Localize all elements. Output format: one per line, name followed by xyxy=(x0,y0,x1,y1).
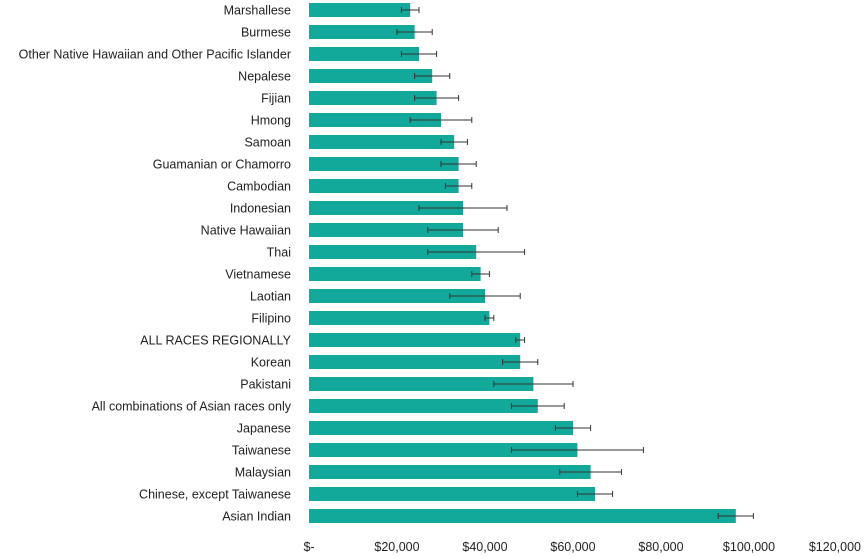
bar xyxy=(309,289,485,303)
category-label: Malaysian xyxy=(235,466,291,480)
error-bar xyxy=(515,337,526,343)
error-bar xyxy=(510,403,565,409)
error-bar xyxy=(510,447,644,453)
category-label: Marshallese xyxy=(224,4,291,18)
bar xyxy=(309,355,521,369)
error-bar xyxy=(396,29,433,35)
x-tick-label: $60,000 xyxy=(550,540,595,554)
error-bar xyxy=(444,183,473,189)
category-label: Thai xyxy=(267,246,291,260)
bar xyxy=(309,47,419,61)
bar xyxy=(309,223,463,237)
category-label: Pakistani xyxy=(240,378,291,392)
category-label: Japanese xyxy=(237,422,291,436)
category-labels: Marshallese Burmese Other Native Hawaiian … xyxy=(19,4,292,524)
category-label: Korean xyxy=(251,356,291,370)
error-bar xyxy=(502,359,539,365)
error-bar xyxy=(400,7,420,13)
error-bar xyxy=(427,227,499,233)
category-label: Indonesian xyxy=(230,202,291,216)
category-label: Guamanian or Chamorro xyxy=(153,158,291,172)
bar xyxy=(309,135,455,149)
category-label: Cambodian xyxy=(227,180,291,194)
bar xyxy=(309,443,578,457)
bar xyxy=(309,69,433,83)
error-bar xyxy=(717,513,754,519)
category-label: Other Native Hawaiian and Other Pacific … xyxy=(19,48,291,62)
category-label: Filipino xyxy=(251,312,291,326)
x-axis-tick-labels: $- $20,000 $40,000 $60,000 $80,000 $100,000 $1… xyxy=(303,540,861,554)
error-bar xyxy=(449,293,521,299)
bar xyxy=(309,113,441,127)
error-bar xyxy=(484,315,495,321)
error-bar xyxy=(427,249,526,255)
x-tick-label: $20,000 xyxy=(374,540,419,554)
bars-layer xyxy=(309,3,736,523)
bar xyxy=(309,509,736,523)
bar xyxy=(309,399,538,413)
category-label: Taiwanese xyxy=(232,444,291,458)
bar xyxy=(309,3,411,17)
error-bar xyxy=(414,73,451,79)
category-label: Chinese, except Taiwanese xyxy=(139,488,291,502)
category-label: Nepalese xyxy=(238,70,291,84)
x-tick-label: $80,000 xyxy=(638,540,683,554)
bar xyxy=(309,91,437,105)
x-tick-label: $100,000 xyxy=(723,540,775,554)
x-tick-label: $- xyxy=(303,540,314,554)
bar xyxy=(309,333,521,347)
x-tick-label: $120,000 xyxy=(809,540,861,554)
category-label: Hmong xyxy=(251,114,291,128)
category-label: All combinations of Asian races only xyxy=(92,400,292,414)
category-label: Native Hawaiian xyxy=(201,224,291,238)
error-bars-layer xyxy=(396,7,754,519)
bar xyxy=(309,465,591,479)
error-bar xyxy=(576,491,614,497)
bar xyxy=(309,157,459,171)
error-bar xyxy=(493,381,574,387)
bar xyxy=(309,201,463,215)
x-tick-label: $40,000 xyxy=(462,540,507,554)
category-label: Laotian xyxy=(250,290,291,304)
error-bar xyxy=(554,425,592,431)
category-label: Fijian xyxy=(261,92,291,106)
error-bar xyxy=(440,139,468,145)
error-bar xyxy=(409,117,473,123)
category-label: Samoan xyxy=(244,136,291,150)
bar xyxy=(309,245,477,259)
category-label: ALL RACES REGIONALLY xyxy=(140,334,291,348)
category-label: Vietnamese xyxy=(225,268,291,282)
bar xyxy=(309,267,481,281)
error-bar xyxy=(559,469,622,475)
bar xyxy=(309,487,595,501)
bar xyxy=(309,421,573,435)
bar xyxy=(309,25,415,39)
error-bar xyxy=(440,161,477,167)
error-bar xyxy=(414,95,460,101)
bar xyxy=(309,179,459,193)
category-label: Burmese xyxy=(241,26,291,40)
error-bar xyxy=(400,51,438,57)
bar xyxy=(309,377,534,391)
error-bar xyxy=(471,271,490,277)
error-bar xyxy=(418,205,508,211)
bar xyxy=(309,311,490,325)
category-label: Asian Indian xyxy=(222,510,291,524)
